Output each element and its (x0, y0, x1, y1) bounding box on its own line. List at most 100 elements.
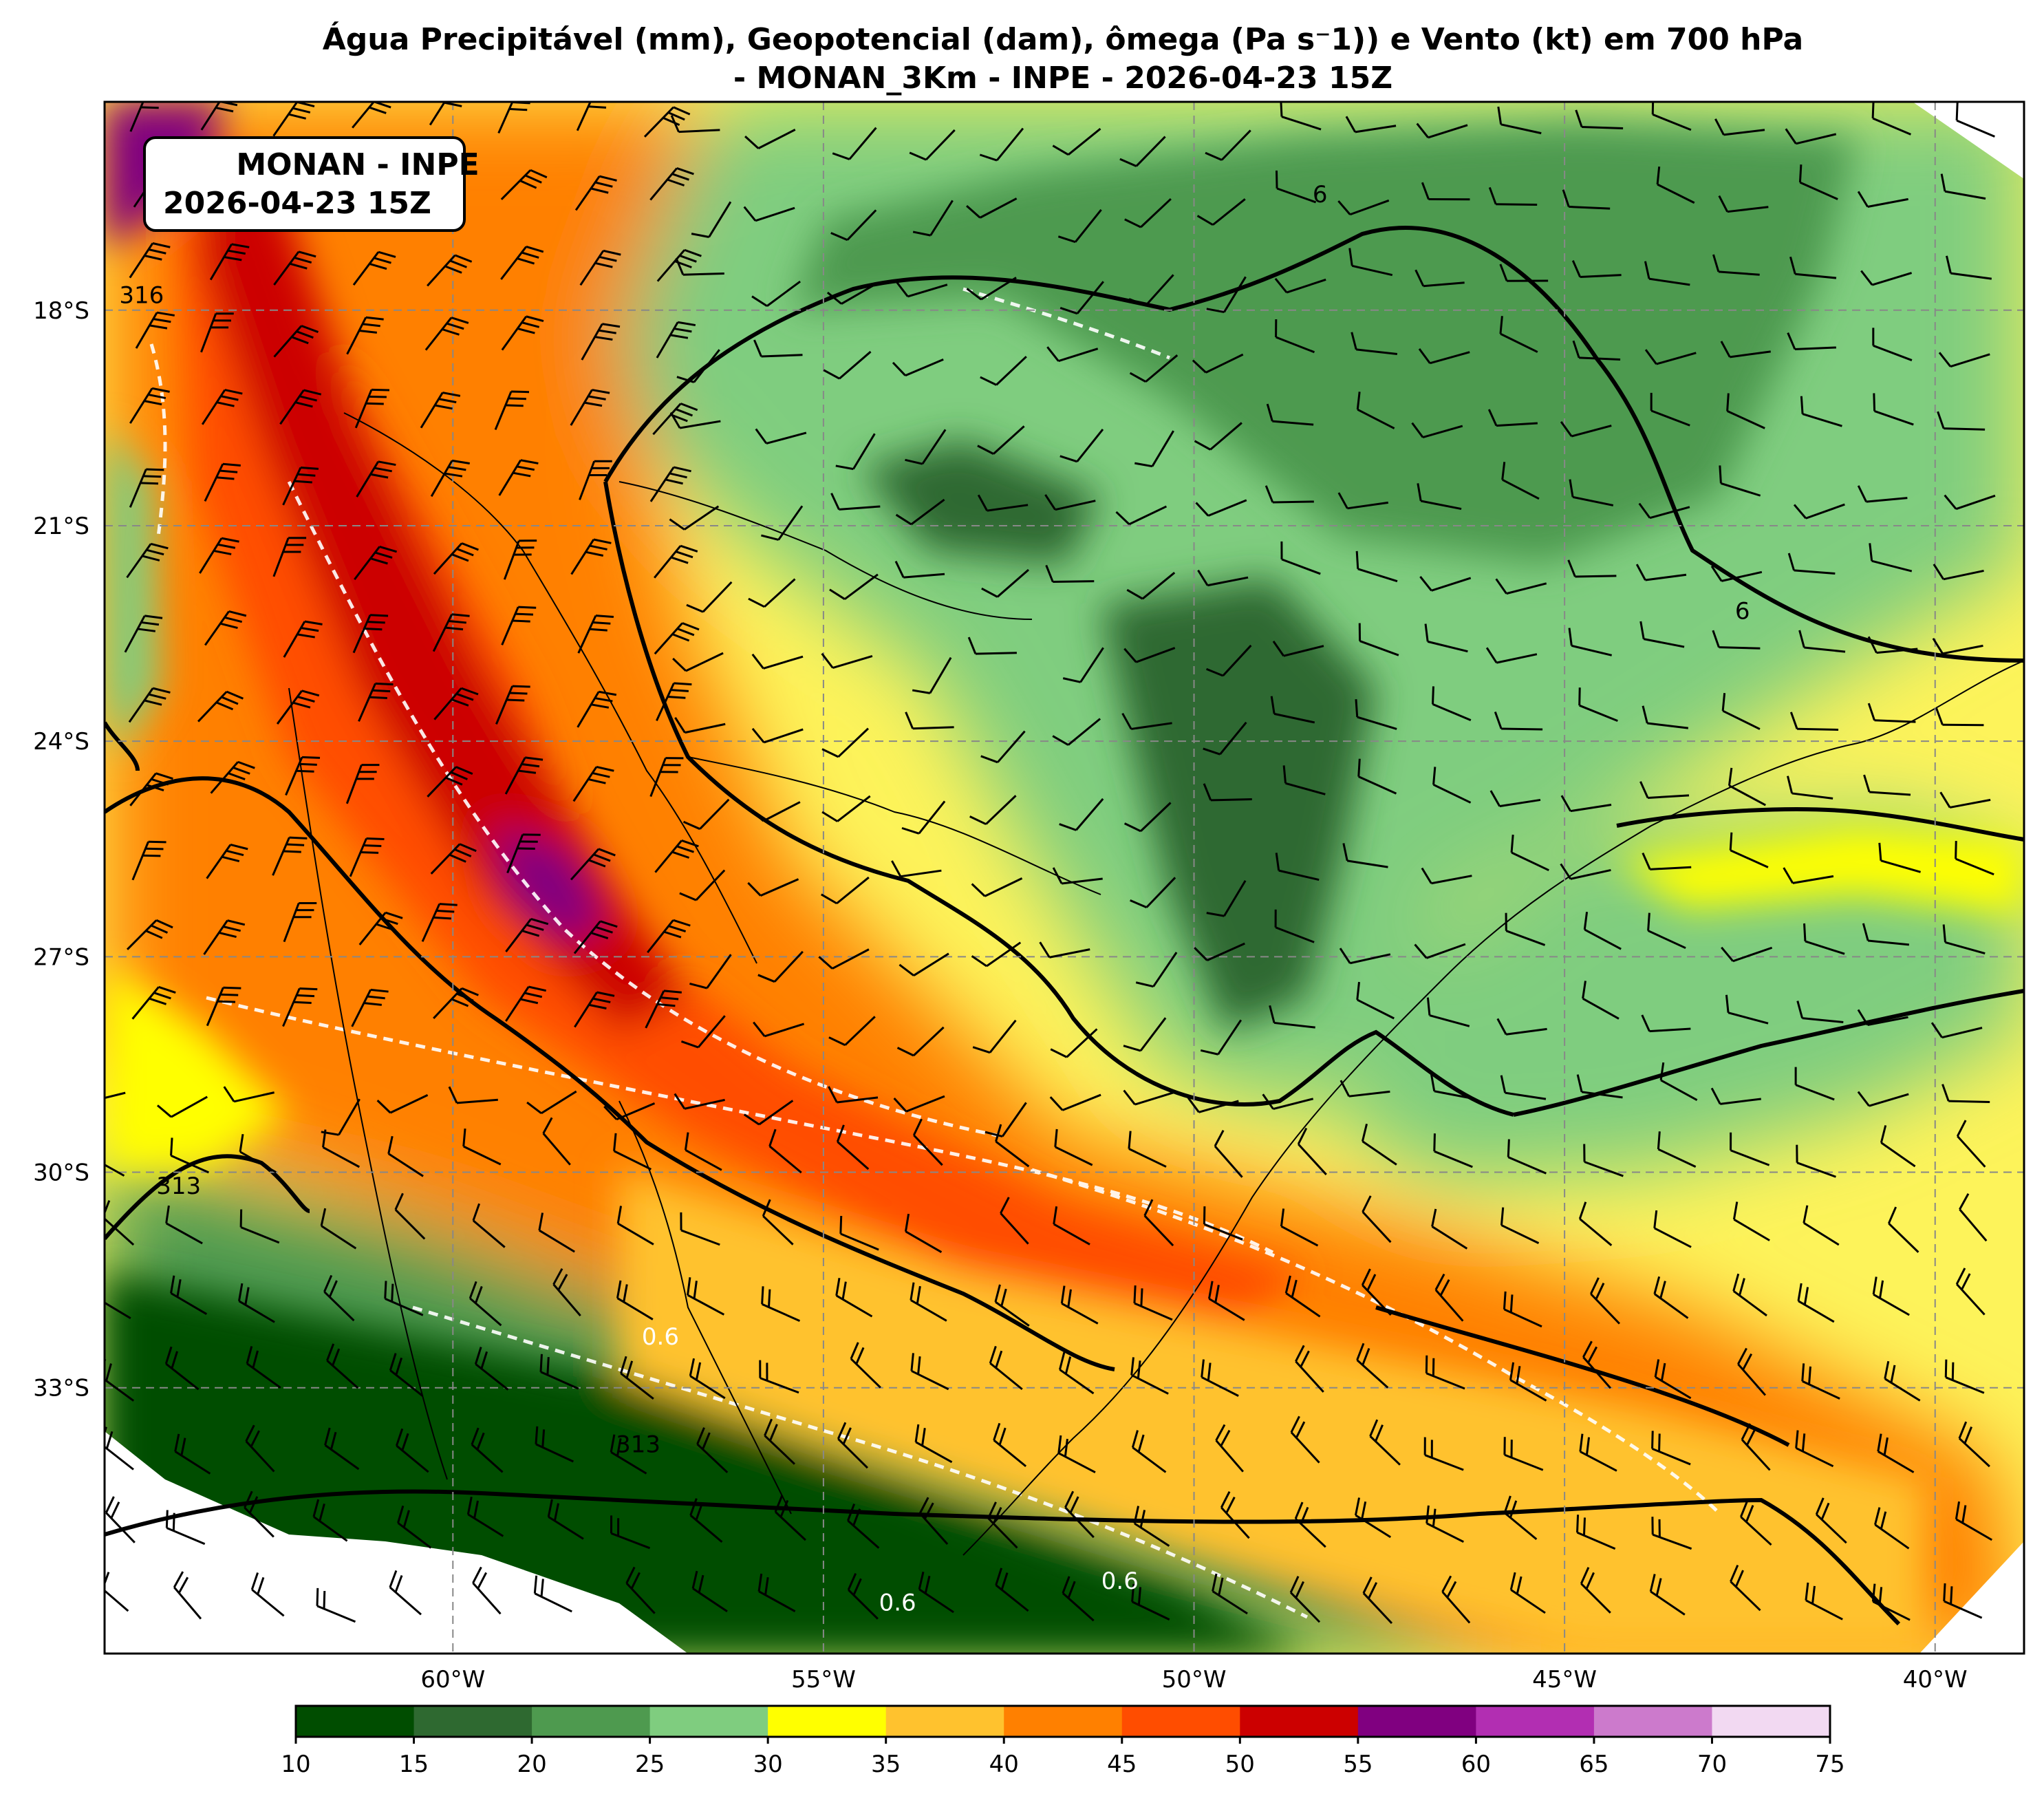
wind-barb (237, 1283, 275, 1323)
wind-barbs (105, 102, 1996, 1624)
info-box-model: MONAN - INPE (236, 147, 479, 182)
omega-contour (149, 343, 167, 537)
wind-barb (670, 115, 720, 133)
wind-barb (905, 712, 954, 730)
wind-barb (985, 1102, 1027, 1137)
wind-barb (751, 280, 801, 308)
wind-barb (1503, 1495, 1538, 1541)
wind-barb (239, 1209, 280, 1244)
wind-barb (1290, 1415, 1320, 1464)
wind-barb (689, 954, 732, 990)
wind-barb (1432, 686, 1472, 722)
wind-barb (498, 459, 539, 496)
wind-barb (1785, 128, 1837, 145)
wind-barb (1187, 1097, 1239, 1113)
colorbar-swatch (532, 1706, 651, 1737)
lon-tick-label: 45°W (1532, 1666, 1597, 1693)
wind-barb (131, 840, 166, 881)
wind-barb (910, 1282, 947, 1322)
geopotential-contours (105, 226, 2024, 1626)
wind-barb (995, 1124, 1030, 1168)
wind-barb (1280, 541, 1321, 575)
wind-barb (1275, 170, 1317, 204)
wind-barb (1206, 879, 1247, 917)
wind-barb (616, 1206, 654, 1245)
wind-barb (1941, 1084, 1990, 1103)
wind-barb (1295, 1345, 1324, 1393)
wind-barb (918, 1497, 949, 1545)
wind-barb (570, 389, 610, 426)
wind-barb (1342, 843, 1388, 868)
wind-barb (647, 919, 691, 954)
wind-barb (495, 685, 530, 725)
wind-barb (1787, 553, 1836, 575)
wind-barb (1867, 636, 1918, 654)
wind-barb (1361, 1268, 1392, 1316)
wind-barb (204, 462, 241, 502)
wind-barb (654, 840, 699, 873)
wind-barb (462, 1128, 502, 1166)
wind-barb (1423, 1437, 1464, 1471)
wind-barb (1143, 1199, 1174, 1247)
wind-barb (1421, 182, 1470, 201)
colorbar-swatch (413, 1706, 532, 1737)
wind-barb (1725, 994, 1769, 1025)
wind-barb (682, 798, 730, 831)
wind-barb (826, 282, 878, 305)
wind-barb (901, 800, 946, 835)
wind-barb (1803, 1205, 1840, 1246)
wind-barb (1955, 841, 1994, 876)
wind-barb (547, 1499, 584, 1540)
wind-barb (1121, 712, 1172, 730)
wind-barb (1212, 1573, 1248, 1615)
wind-barb (829, 573, 879, 600)
colorbar: 10 15 20 25 30 35 40 45 50 55 60 65 70 75 (281, 1704, 1845, 1778)
wind-barb (1045, 564, 1095, 584)
wind-barb (579, 460, 612, 500)
wind-barb (753, 1021, 805, 1038)
wind-barb (345, 764, 380, 804)
wind-barb (1797, 1283, 1835, 1323)
wind-barb (466, 1496, 504, 1537)
wind-barb (1417, 483, 1462, 511)
wind-barb (250, 1572, 285, 1617)
wind-barb (616, 1280, 654, 1320)
lon-tick-label: 55°W (791, 1666, 856, 1693)
wind-barb (669, 411, 721, 429)
wind-barb (573, 920, 618, 954)
wind-barb (656, 321, 696, 359)
wind-barb (1730, 1564, 1761, 1612)
wind-barb (1653, 1210, 1692, 1248)
colorbar-swatch (885, 1706, 1004, 1737)
wind-barb (197, 690, 244, 723)
contour-label: 313 (156, 1173, 201, 1200)
wind-barb (1878, 842, 1921, 873)
wind-barb (1489, 790, 1541, 808)
wind-barb (501, 606, 537, 645)
wind-barb (433, 987, 479, 1019)
wind-barb (1650, 392, 1690, 427)
wind-barb (1265, 485, 1314, 504)
wind-barb (1714, 118, 1765, 136)
precipitable-water-field (105, 102, 2024, 1654)
domain-edge-mask-ne (1913, 102, 2024, 179)
wind-barb (322, 1129, 361, 1168)
wind-barb (1872, 1276, 1910, 1316)
wind-barb (1062, 1576, 1095, 1622)
wind-barb (1857, 1009, 1908, 1026)
lat-tick-label: 24°S (33, 728, 89, 756)
wind-barb (679, 869, 726, 901)
wind-barb (603, 1102, 656, 1121)
wind-barb (1932, 637, 1983, 655)
wind-barb (1798, 164, 1838, 200)
wind-barb (649, 466, 691, 502)
geopotential-contour (1513, 989, 2024, 1117)
wind-barb (245, 1424, 275, 1473)
lon-tick-label: 40°W (1903, 1666, 1968, 1693)
geopotential-contour (603, 481, 1514, 1117)
wind-barb (210, 760, 255, 794)
pw-area-25-30-se (1342, 812, 2024, 1184)
wind-barb (755, 428, 807, 445)
wind-barb (285, 756, 321, 796)
geopotential-contour (1616, 807, 2024, 842)
